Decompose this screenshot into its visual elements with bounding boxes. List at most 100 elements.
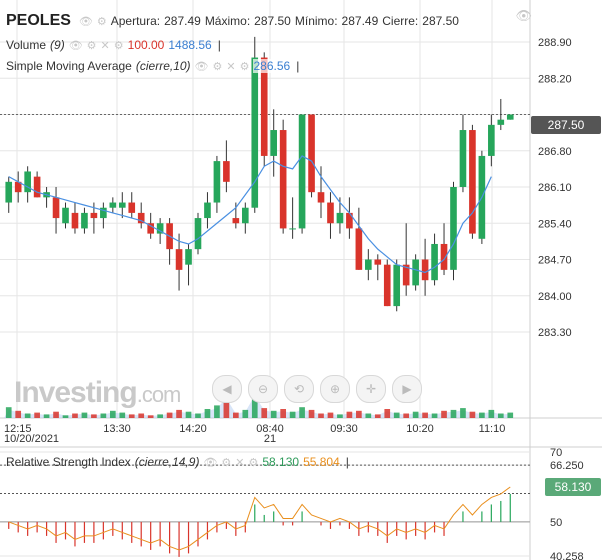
minimo-label: Mínimo: [294, 14, 338, 28]
volume-bar [43, 414, 50, 418]
rsi-label: Relative Strength Index [6, 455, 131, 469]
candle-body [346, 212, 353, 229]
candle-body [488, 124, 495, 156]
volume-bar [488, 409, 495, 418]
candle-body [336, 212, 344, 224]
candle-body [421, 259, 429, 281]
settings-icon[interactable]: ⚙ [86, 39, 97, 52]
y-tick-label: 285.40 [538, 218, 572, 230]
volume-bar [62, 415, 69, 418]
volume-param: (9) [50, 38, 65, 52]
x-tick-sublabel: 21 [264, 433, 276, 445]
eye-off-icon[interactable]: 👁 [515, 8, 532, 23]
x-tick-label: 10:20 [406, 423, 434, 435]
candle-body [5, 181, 13, 203]
candle-body [402, 264, 410, 286]
candle-body [327, 202, 334, 224]
candle-body [232, 218, 240, 224]
x-tick-label: 13:30 [103, 423, 131, 435]
candle-body [109, 202, 117, 208]
zoom-in-icon[interactable]: ⊕ [320, 375, 350, 403]
sma-header: Simple Moving Average (cierre,10) 👁 ⚙ ✕ … [6, 59, 299, 73]
eye-icon[interactable]: 👁 [68, 39, 83, 52]
volume-bar [72, 413, 78, 418]
arrow-right-icon[interactable]: ▶ [392, 375, 422, 403]
volume-bar [176, 409, 182, 418]
volume-bar [15, 410, 22, 418]
y-tick-label: 283.30 [538, 327, 572, 339]
volume-bar [233, 412, 239, 418]
volume-bar [450, 409, 457, 418]
candle-body [62, 207, 69, 224]
volume-bar [214, 405, 220, 418]
maximo-label: Máximo: [204, 14, 251, 28]
volume-bar [119, 412, 126, 418]
maximo-value: 287.50 [254, 14, 291, 28]
candle-body [497, 119, 505, 125]
crosshair-icon[interactable]: ✛ [356, 375, 386, 403]
volume-bar [242, 409, 249, 418]
volume-bar [185, 411, 192, 418]
candle-body [298, 114, 306, 229]
x-tick-label: 12:15 [4, 423, 32, 435]
sma-line [8, 155, 492, 274]
volume-bar [431, 413, 438, 418]
candle-body [118, 202, 126, 208]
y-tick-label: 284.00 [538, 291, 572, 303]
rsi-tick-label: 50 [550, 517, 562, 529]
candle-body [308, 114, 315, 193]
candle-body [90, 212, 98, 219]
rsi-param: (cierre,14,9) [134, 455, 200, 469]
x-tick-label: 11:10 [479, 423, 506, 435]
x-tick-label: 14:20 [179, 423, 207, 435]
volume-bar [441, 410, 447, 418]
settings-icon[interactable]: ⚙ [96, 15, 107, 28]
x-tick-label: 09:30 [330, 423, 358, 435]
eye-icon[interactable]: 👁 [78, 15, 93, 28]
rsi-value-1: 58.130 [262, 455, 300, 469]
volume-label: Volume [6, 38, 47, 52]
candle-body [156, 223, 164, 234]
candle-body [223, 161, 230, 182]
zoom-out-icon[interactable]: ⊖ [248, 375, 278, 403]
volume-bar [365, 413, 372, 418]
volume-bar [412, 411, 419, 418]
volume-bar [147, 415, 154, 418]
volume-bar [280, 409, 286, 418]
close-icon[interactable]: ✕ [100, 39, 110, 52]
candle-body [440, 243, 448, 270]
y-tick-label: 288.20 [538, 73, 572, 85]
volume-bar [289, 411, 296, 418]
settings-icon[interactable]: ⚙ [212, 60, 223, 73]
zoom-reset-icon[interactable]: ⟲ [284, 375, 314, 403]
gear-icon[interactable]: ⚙ [113, 39, 124, 52]
close-icon[interactable]: ✕ [226, 60, 236, 73]
eye-icon[interactable]: 👁 [203, 456, 218, 469]
arrow-left-icon[interactable]: ◀ [212, 375, 242, 403]
main-header: PEOLES 👁 ⚙ Apertura: 287.49 Máximo: 287.… [6, 12, 459, 30]
close-icon[interactable]: ✕ [235, 456, 245, 469]
x-tick-sublabel: 10/20/2021 [4, 433, 59, 445]
separator: | [296, 59, 300, 73]
volume-bar [497, 413, 504, 418]
volume-bar [138, 413, 145, 418]
candle-body [213, 161, 221, 203]
gear-icon[interactable]: ⚙ [248, 456, 259, 469]
volume-bar [299, 407, 305, 418]
gear-icon[interactable]: ⚙ [239, 60, 250, 73]
settings-icon[interactable]: ⚙ [221, 456, 232, 469]
eye-icon[interactable]: 👁 [194, 60, 209, 73]
volume-bar [91, 414, 97, 418]
volume-bar [403, 413, 410, 418]
candle-body [270, 130, 278, 156]
candle-body [147, 223, 154, 234]
volume-bar [204, 409, 211, 418]
volume-bar [81, 412, 88, 418]
candle-body [194, 218, 202, 250]
y-tick-label: 288.90 [538, 37, 572, 49]
volume-bar [356, 410, 362, 418]
candle-body [14, 181, 22, 193]
sma-param: (cierre,10) [135, 59, 191, 73]
rsi-tick-label: 70 [550, 447, 562, 459]
